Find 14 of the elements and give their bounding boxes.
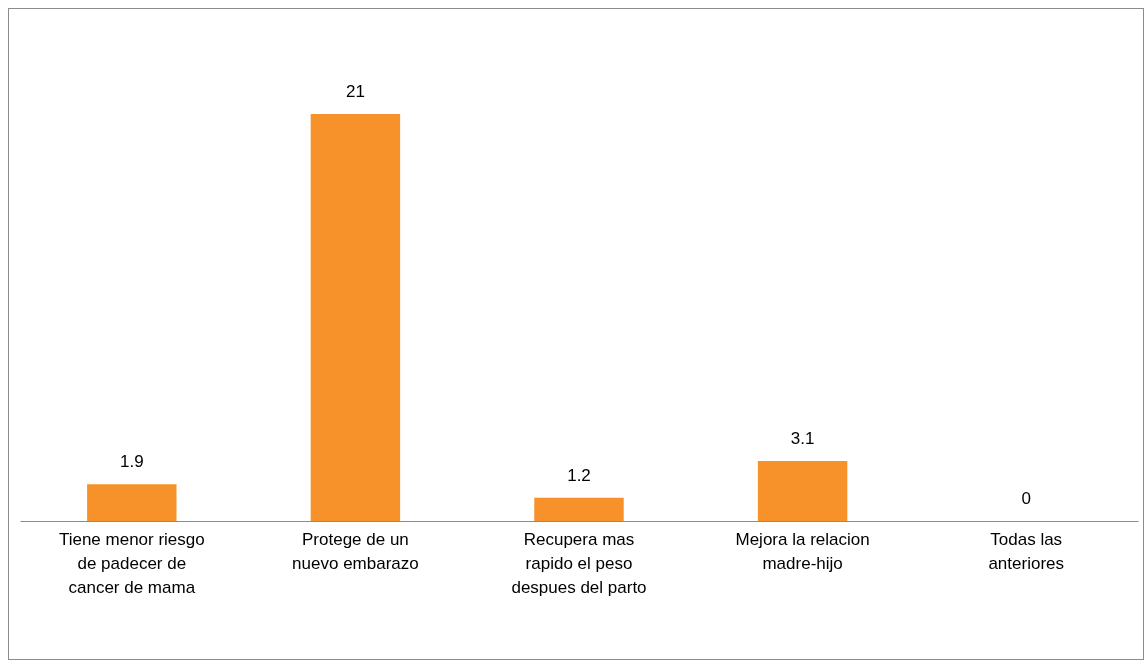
data-label: 21 — [345, 81, 365, 101]
x-tick-label: Protege de un nuevo embarazo — [292, 529, 419, 573]
bar — [534, 497, 624, 521]
data-label: 1.9 — [119, 452, 144, 472]
x-tick-label: Todas las anteriores — [988, 529, 1064, 573]
x-tick-label: Tiene menor riesgo de padecer de cancer de mama — [58, 529, 205, 597]
bar — [757, 460, 848, 521]
bar — [87, 484, 177, 521]
data-label: 1.2 — [567, 465, 591, 485]
x-tick-label: Mejora la relacion madre-hijo — [735, 529, 870, 573]
x-tick-label: Recupera mas rapido el peso despues del parto — [511, 529, 647, 597]
data-label: 3.1 — [790, 428, 815, 448]
bar — [310, 113, 401, 521]
data-label: 0 — [1021, 489, 1031, 508]
